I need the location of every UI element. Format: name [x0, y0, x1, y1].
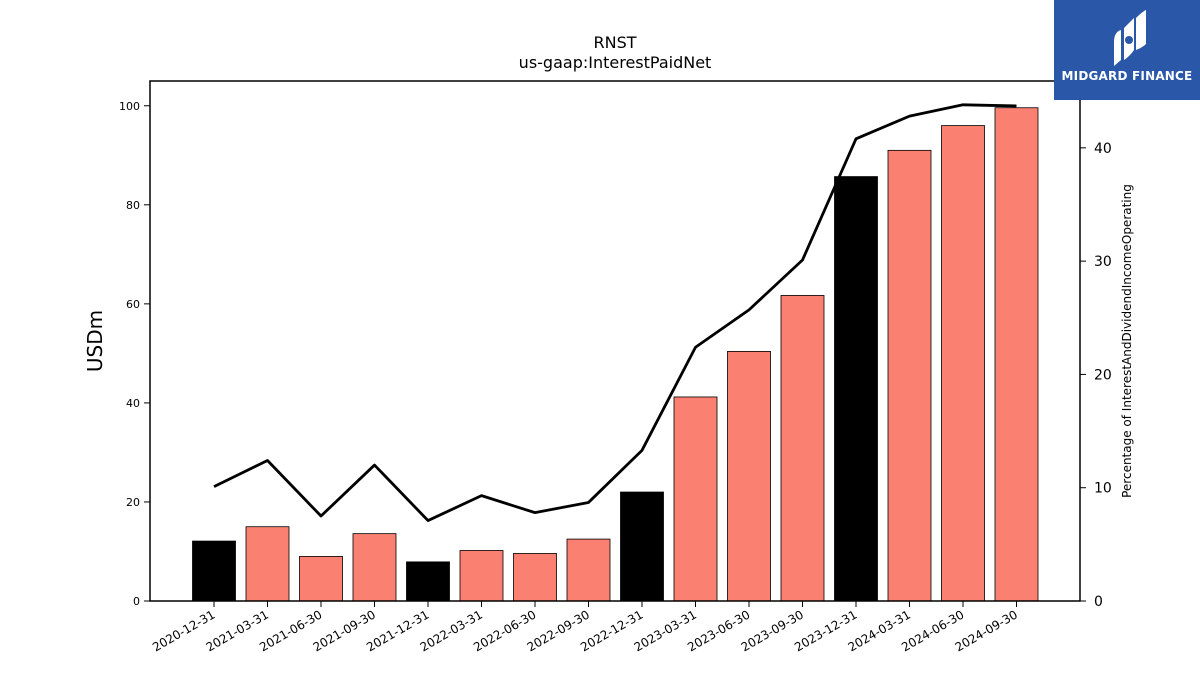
bar-2024-03-31	[887, 149, 932, 602]
y2-tick-label: 10	[1094, 481, 1112, 497]
bar-2021-06-30	[299, 556, 343, 602]
bar-2021-09-30	[352, 533, 397, 602]
bar-2024-06-30	[941, 125, 985, 602]
brand-name: MIDGARD FINANCE	[1061, 69, 1193, 83]
bar-2021-12-31	[406, 561, 450, 602]
midgard-logo-icon	[1114, 10, 1146, 66]
y2-axis-label: Percentage of InterestAndDividendIncomeO…	[1120, 184, 1134, 498]
y-tick-label: 20	[126, 496, 140, 509]
y-tick-label: 80	[126, 199, 140, 212]
y-axis-label: USDm	[83, 310, 107, 372]
bar-2021-03-31	[245, 526, 290, 602]
bar-2023-12-31	[834, 176, 878, 602]
bar-2022-12-31	[620, 491, 664, 602]
plot-frame	[149, 80, 1081, 602]
bar-2022-06-30	[513, 553, 557, 602]
bar-2023-06-30	[727, 350, 771, 602]
bar-2022-03-31	[459, 550, 504, 602]
bar-2022-09-30	[566, 538, 611, 602]
y-tick-label: 100	[119, 100, 140, 113]
bar-2023-03-31	[673, 396, 718, 602]
y2-tick-label: 0	[1094, 594, 1103, 610]
y-tick-label: 0	[133, 595, 140, 608]
y-tick-label: 60	[126, 298, 140, 311]
bar-2024-09-30	[994, 107, 1039, 602]
chart-title: RNST	[593, 33, 636, 52]
y2-tick-label: 40	[1094, 141, 1112, 157]
y2-tick-label: 20	[1094, 367, 1112, 383]
brand-logo: MIDGARD FINANCE	[1054, 0, 1200, 100]
bar-2023-09-30	[780, 295, 825, 602]
bar-2020-12-31	[192, 540, 236, 602]
chart-subtitle: us-gaap:InterestPaidNet	[519, 53, 712, 72]
percentage-line	[213, 103, 1017, 522]
y2-tick-label: 30	[1094, 254, 1112, 270]
y-tick-label: 40	[126, 397, 140, 410]
